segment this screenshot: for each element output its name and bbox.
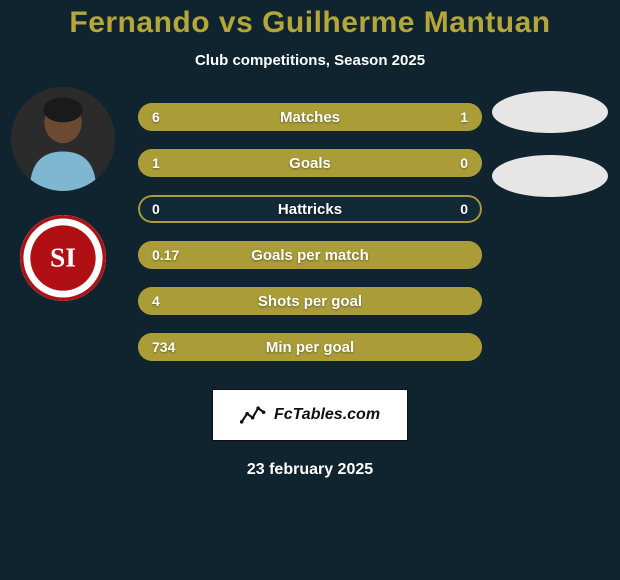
metric-bar: 734Min per goal (138, 333, 482, 361)
chart-area: SI 61Matches 10Goals 00Hattricks 0.17Goals … (0, 103, 620, 363)
metric-bar: 10Goals (138, 149, 482, 177)
brand-badge: FcTables.com (212, 389, 408, 441)
bar-metric-label: Min per goal (138, 333, 482, 361)
bar-metric-label: Matches (138, 103, 482, 131)
metric-bar: 00Hattricks (138, 195, 482, 223)
bar-metric-label: Goals per match (138, 241, 482, 269)
metric-bar: 0.17Goals per match (138, 241, 482, 269)
date-line: 23 february 2025 (0, 461, 620, 479)
brand-text: FcTables.com (274, 406, 380, 424)
subtitle: Club competitions, Season 2025 (0, 52, 620, 69)
bar-metric-label: Hattricks (138, 195, 482, 223)
bar-metric-label: Shots per goal (138, 287, 482, 315)
svg-text:SI: SI (50, 242, 76, 273)
left-player-column: SI (8, 87, 118, 301)
metric-bar: 61Matches (138, 103, 482, 131)
comparison-infographic: Fernando vs Guilherme Mantuan Club compe… (0, 0, 620, 580)
right-player-club-placeholder (492, 155, 608, 197)
player-photo-icon (11, 87, 115, 191)
brand-logo-icon (240, 404, 268, 426)
club-badge-icon: SI (20, 215, 106, 301)
metric-bars: 61Matches 10Goals 00Hattricks 0.17Goals per… (138, 103, 482, 361)
right-player-avatar-placeholder (492, 91, 608, 133)
metric-bar: 4Shots per goal (138, 287, 482, 315)
left-player-club-badge: SI (20, 215, 106, 301)
page-title: Fernando vs Guilherme Mantuan (0, 6, 620, 40)
left-player-avatar (11, 87, 115, 191)
bar-metric-label: Goals (138, 149, 482, 177)
right-player-column (490, 91, 610, 197)
